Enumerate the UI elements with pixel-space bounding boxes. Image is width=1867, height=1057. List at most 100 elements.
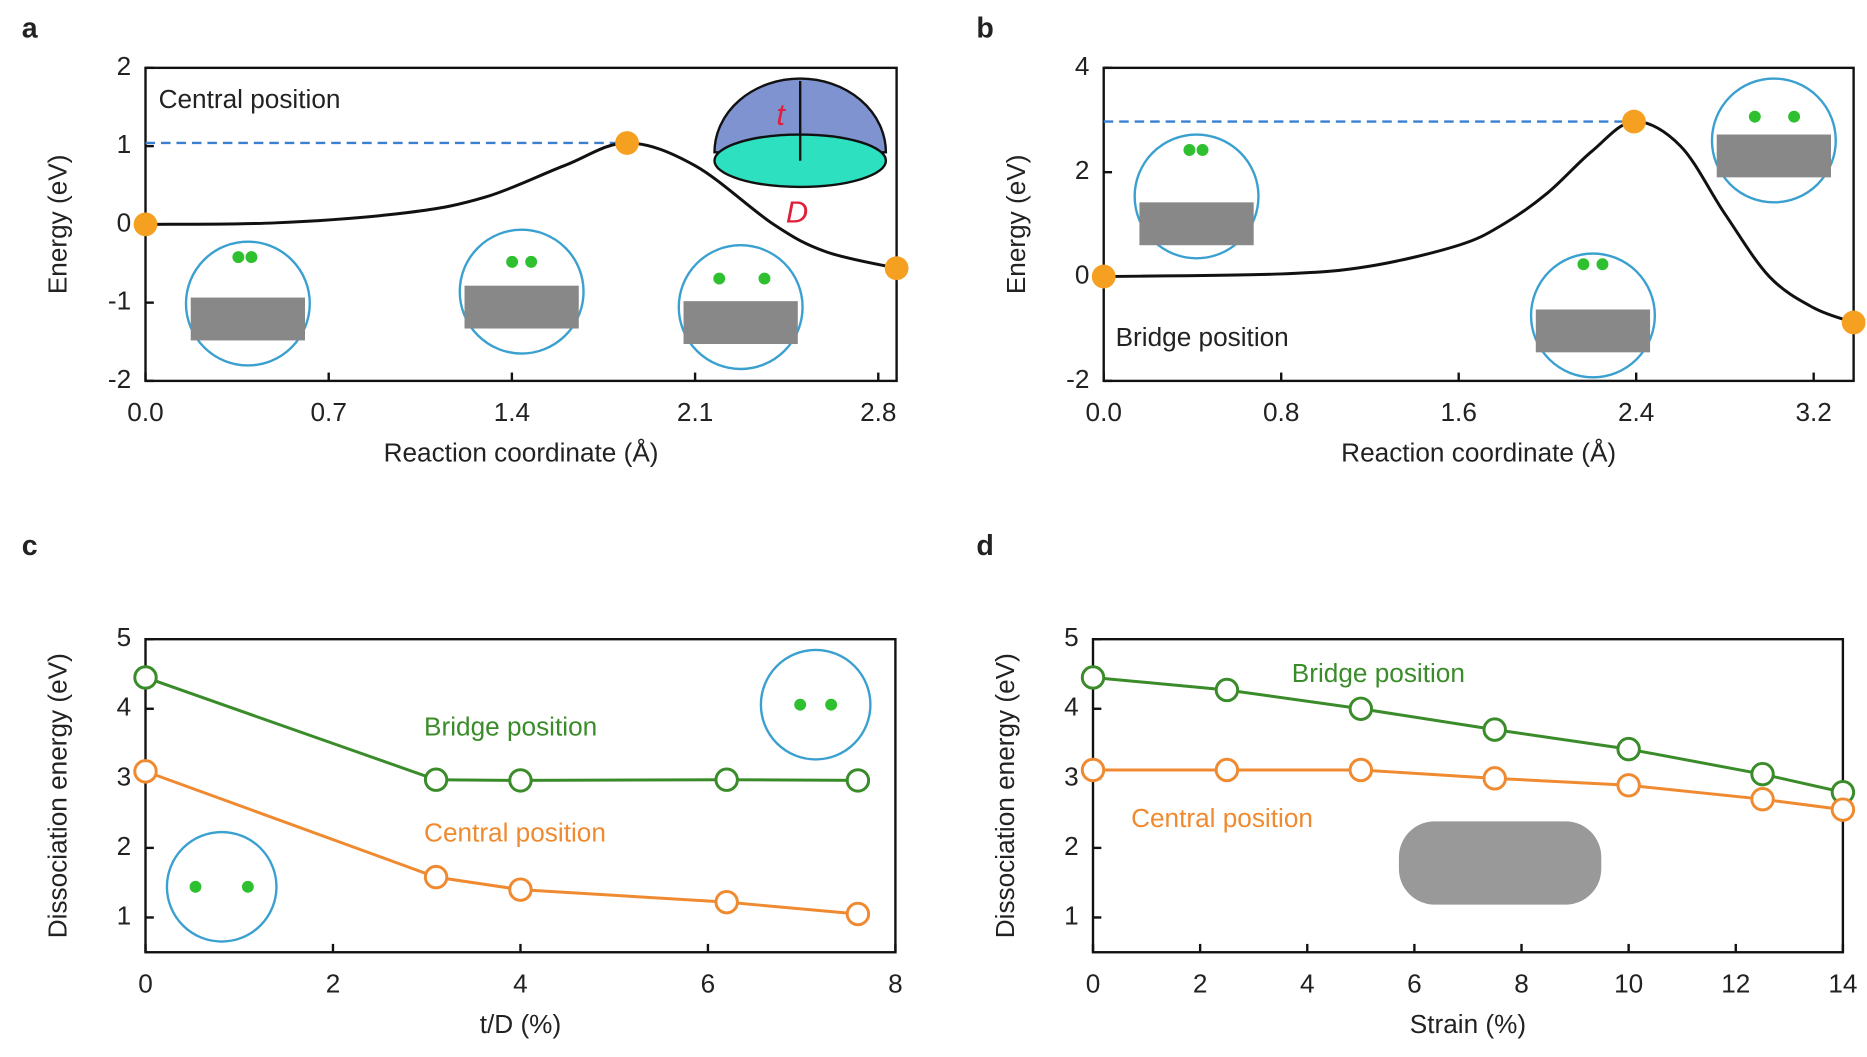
y-tick-label: 3 — [117, 761, 132, 791]
y-tick-label: 1 — [1064, 900, 1079, 930]
y-tick-label: 5 — [117, 622, 132, 652]
atom — [232, 251, 244, 263]
x-axis-label: Reaction coordinate (Å) — [384, 438, 659, 468]
data-point — [1484, 768, 1505, 789]
atom — [1597, 258, 1609, 270]
data-point — [716, 891, 737, 912]
y-tick-label: 2 — [1075, 155, 1090, 185]
data-point — [1752, 788, 1773, 809]
inset-label: t — [776, 97, 786, 132]
x-tick-label: 12 — [1721, 969, 1750, 999]
y-tick-label: 0 — [117, 207, 132, 237]
y-axis-label: Dissociation energy (eV) — [43, 653, 73, 938]
x-tick-label: 0.8 — [1263, 397, 1299, 427]
data-point — [135, 667, 156, 688]
y-tick-label: 2 — [1064, 831, 1079, 861]
atom — [1749, 111, 1761, 123]
x-tick-label: 0.7 — [311, 397, 347, 427]
y-tick-label: -2 — [108, 364, 131, 394]
data-point — [1216, 679, 1237, 700]
x-tick-label: 2 — [326, 969, 341, 999]
y-tick-label: 3 — [1064, 761, 1079, 791]
y-tick-label: 4 — [117, 692, 132, 722]
atom — [825, 699, 837, 711]
state-marker — [1842, 311, 1866, 335]
panel-label: d — [976, 530, 993, 562]
x-tick-label: 2.4 — [1618, 397, 1654, 427]
series-label: Bridge position — [424, 711, 597, 741]
state-marker — [885, 256, 909, 280]
data-point — [1082, 667, 1103, 688]
x-axis-label: t/D (%) — [480, 1009, 561, 1039]
series-label: Central position — [1131, 803, 1313, 833]
x-tick-label: 1.6 — [1441, 397, 1477, 427]
y-tick-label: 4 — [1064, 692, 1079, 722]
data-point — [847, 903, 868, 924]
lattice — [684, 301, 798, 344]
atom — [1577, 258, 1589, 270]
atom — [525, 256, 537, 268]
x-tick-label: 0.0 — [1086, 397, 1122, 427]
annotation: Bridge position — [1116, 322, 1289, 352]
series-label: Central position — [424, 817, 606, 847]
lattice — [1717, 135, 1831, 178]
data-point — [1752, 763, 1773, 784]
atom — [794, 699, 806, 711]
data-point — [425, 769, 446, 790]
x-tick-label: 2.8 — [860, 397, 896, 427]
panel-label: b — [976, 12, 993, 44]
lattice — [1399, 821, 1601, 904]
data-point — [510, 770, 531, 791]
x-tick-label: 0 — [138, 969, 153, 999]
atom — [242, 881, 254, 893]
figure: t D a0.00.71.42.12.8-2-1012Reaction coor… — [0, 0, 1867, 1057]
x-tick-label: 6 — [701, 969, 716, 999]
background — [0, 0, 1866, 1057]
data-point — [1832, 799, 1853, 820]
lattice — [1536, 309, 1650, 352]
x-tick-label: 0 — [1086, 969, 1101, 999]
y-axis-label: Energy (eV) — [1001, 155, 1031, 295]
y-axis-label: Dissociation energy (eV) — [990, 653, 1020, 938]
data-point — [135, 761, 156, 782]
state-marker — [1622, 110, 1646, 134]
data-point — [847, 770, 868, 791]
x-tick-label: 8 — [888, 969, 903, 999]
y-tick-label: 4 — [1075, 51, 1090, 81]
data-point — [1350, 698, 1371, 719]
atom — [506, 256, 518, 268]
data-point — [1216, 759, 1237, 780]
data-point — [1350, 759, 1371, 780]
y-tick-label: 1 — [117, 900, 132, 930]
x-tick-label: 8 — [1514, 969, 1529, 999]
data-point — [1618, 738, 1639, 759]
x-tick-label: 2.1 — [677, 397, 713, 427]
x-tick-label: 3.2 — [1795, 397, 1831, 427]
annotation: Central position — [159, 84, 341, 114]
atom — [1788, 111, 1800, 123]
x-tick-label: 0.0 — [127, 397, 163, 427]
data-point — [1082, 759, 1103, 780]
atom — [1197, 144, 1209, 156]
y-tick-label: 0 — [1075, 259, 1090, 289]
x-tick-label: 6 — [1407, 969, 1422, 999]
y-tick-label: -2 — [1066, 364, 1089, 394]
x-tick-label: 1.4 — [494, 397, 530, 427]
data-point — [425, 866, 446, 887]
state-marker — [134, 212, 158, 236]
atom — [190, 881, 202, 893]
x-axis-label: Strain (%) — [1410, 1009, 1526, 1039]
data-point — [716, 769, 737, 790]
x-tick-label: 10 — [1614, 969, 1643, 999]
y-tick-label: -1 — [108, 286, 131, 316]
x-tick-label: 2 — [1193, 969, 1208, 999]
data-point — [1484, 719, 1505, 740]
inset-label: D — [786, 194, 808, 229]
lattice — [1139, 202, 1253, 245]
x-tick-label: 4 — [513, 969, 528, 999]
x-tick-label: 14 — [1828, 969, 1857, 999]
y-tick-label: 2 — [117, 51, 132, 81]
x-tick-label: 4 — [1300, 969, 1315, 999]
panel-label: a — [22, 12, 39, 44]
data-point — [510, 879, 531, 900]
